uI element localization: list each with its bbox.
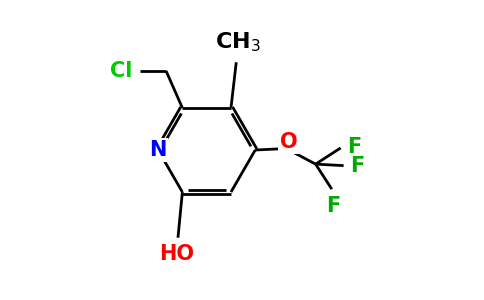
Text: F: F bbox=[347, 137, 362, 157]
Text: N: N bbox=[150, 140, 167, 160]
Text: F: F bbox=[350, 156, 364, 176]
Text: Cl: Cl bbox=[110, 61, 132, 81]
Text: HO: HO bbox=[159, 244, 194, 264]
Text: O: O bbox=[280, 132, 297, 152]
Text: CH$_3$: CH$_3$ bbox=[215, 30, 260, 54]
Text: F: F bbox=[326, 196, 341, 216]
